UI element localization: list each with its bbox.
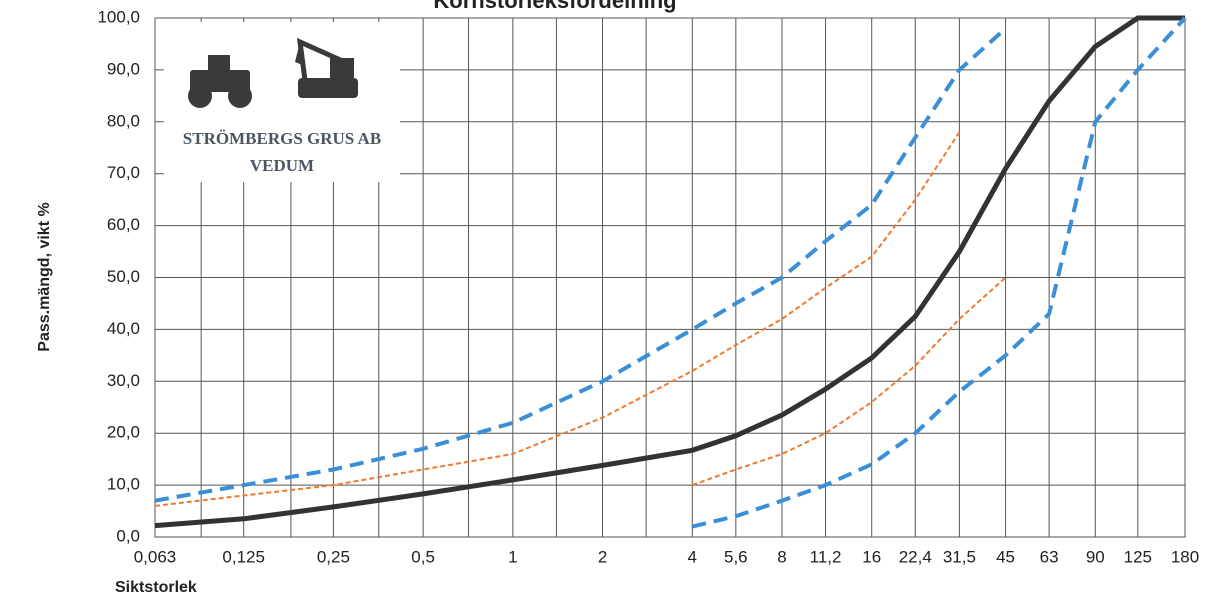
y-tick-label: 90,0 bbox=[107, 59, 140, 78]
y-tick-label: 30,0 bbox=[107, 371, 140, 390]
x-axis-label: Siktstorlek bbox=[115, 579, 197, 596]
y-tick-label: 10,0 bbox=[107, 475, 140, 494]
series-line bbox=[154, 26, 1007, 503]
logo-machines bbox=[188, 37, 358, 108]
series-line bbox=[691, 16, 1187, 529]
series-line bbox=[154, 131, 961, 507]
y-tick-label: 40,0 bbox=[107, 319, 140, 338]
x-tick-label: 45 bbox=[996, 547, 1015, 566]
x-tick-label: 63 bbox=[1040, 547, 1059, 566]
x-tick-label: 8 bbox=[777, 547, 786, 566]
y-axis-label: Pass.mängd, vikt % bbox=[36, 202, 53, 351]
y-tick-label: 50,0 bbox=[107, 267, 140, 286]
logo: STRÖMBERGS GRUS AB VEDUM bbox=[164, 22, 400, 182]
x-tick-label: 31,5 bbox=[943, 547, 976, 566]
x-tick-label: 0,5 bbox=[411, 547, 435, 566]
x-tick-label: 0,25 bbox=[317, 547, 350, 566]
x-tick-label: 90 bbox=[1086, 547, 1105, 566]
x-tick-label: 5,6 bbox=[724, 547, 748, 566]
lines bbox=[154, 15, 1187, 529]
x-tick-label: 22,4 bbox=[899, 547, 932, 566]
y-tick-label: 70,0 bbox=[107, 163, 140, 182]
x-tick-label: 11,2 bbox=[810, 547, 842, 566]
y-tick-label: 60,0 bbox=[107, 215, 140, 234]
x-tick-label: 1 bbox=[508, 547, 517, 566]
grid bbox=[154, 17, 1186, 538]
chart-title: Kornstorleksfördelning bbox=[433, 0, 676, 13]
x-tick-label: 0,063 bbox=[134, 547, 177, 566]
x-tick-label: 16 bbox=[862, 547, 881, 566]
logo-text: VEDUM bbox=[250, 156, 314, 175]
y-tick-label: 80,0 bbox=[107, 111, 140, 130]
y-tick-label: 100,0 bbox=[97, 7, 140, 26]
series-line bbox=[154, 15, 1185, 529]
x-tick-label: 180 bbox=[1171, 547, 1199, 566]
y-tick-label: 0,0 bbox=[116, 526, 140, 545]
x-tick-label: 2 bbox=[598, 547, 607, 566]
x-tick-label: 125 bbox=[1124, 547, 1152, 566]
logo-text: STRÖMBERGS GRUS AB bbox=[183, 129, 381, 148]
series-line bbox=[691, 276, 1007, 487]
x-tick-label: 4 bbox=[688, 547, 697, 566]
x-tick-label: 0,125 bbox=[222, 547, 265, 566]
y-tick-label: 20,0 bbox=[107, 423, 140, 442]
plot-border bbox=[154, 17, 1186, 538]
